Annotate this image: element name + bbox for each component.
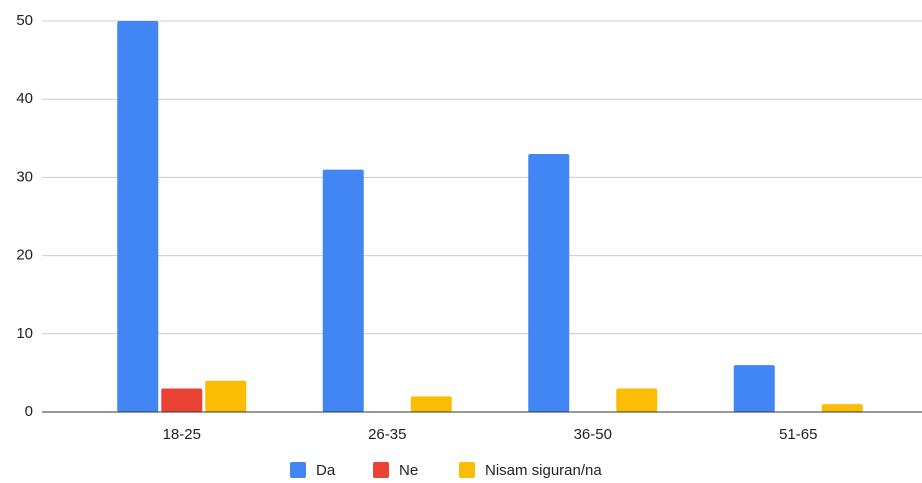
bar xyxy=(205,380,247,412)
bar xyxy=(733,365,775,412)
bar xyxy=(821,404,863,412)
legend-label: Ne xyxy=(399,462,418,479)
y-tick-label: 40 xyxy=(16,90,33,107)
bar xyxy=(616,388,658,412)
x-tick-label: 51-65 xyxy=(779,426,817,443)
legend-label: Da xyxy=(316,462,336,479)
y-tick-label: 50 xyxy=(16,12,33,29)
bar xyxy=(410,396,452,412)
y-tick-label: 10 xyxy=(16,325,33,342)
y-tick-label: 20 xyxy=(16,247,33,264)
bar xyxy=(322,169,364,412)
x-tick-label: 36-50 xyxy=(574,426,612,443)
x-tick-label: 26-35 xyxy=(368,426,406,443)
legend-label: Nisam siguran/na xyxy=(485,462,602,479)
y-tick-label: 30 xyxy=(16,168,33,185)
legend-swatch xyxy=(373,462,389,478)
legend-swatch xyxy=(290,462,306,478)
bar xyxy=(528,153,570,412)
x-tick-label: 18-25 xyxy=(163,426,201,443)
bar xyxy=(161,388,203,412)
bar xyxy=(117,21,159,412)
y-tick-label: 0 xyxy=(25,403,33,420)
legend-swatch xyxy=(459,462,475,478)
